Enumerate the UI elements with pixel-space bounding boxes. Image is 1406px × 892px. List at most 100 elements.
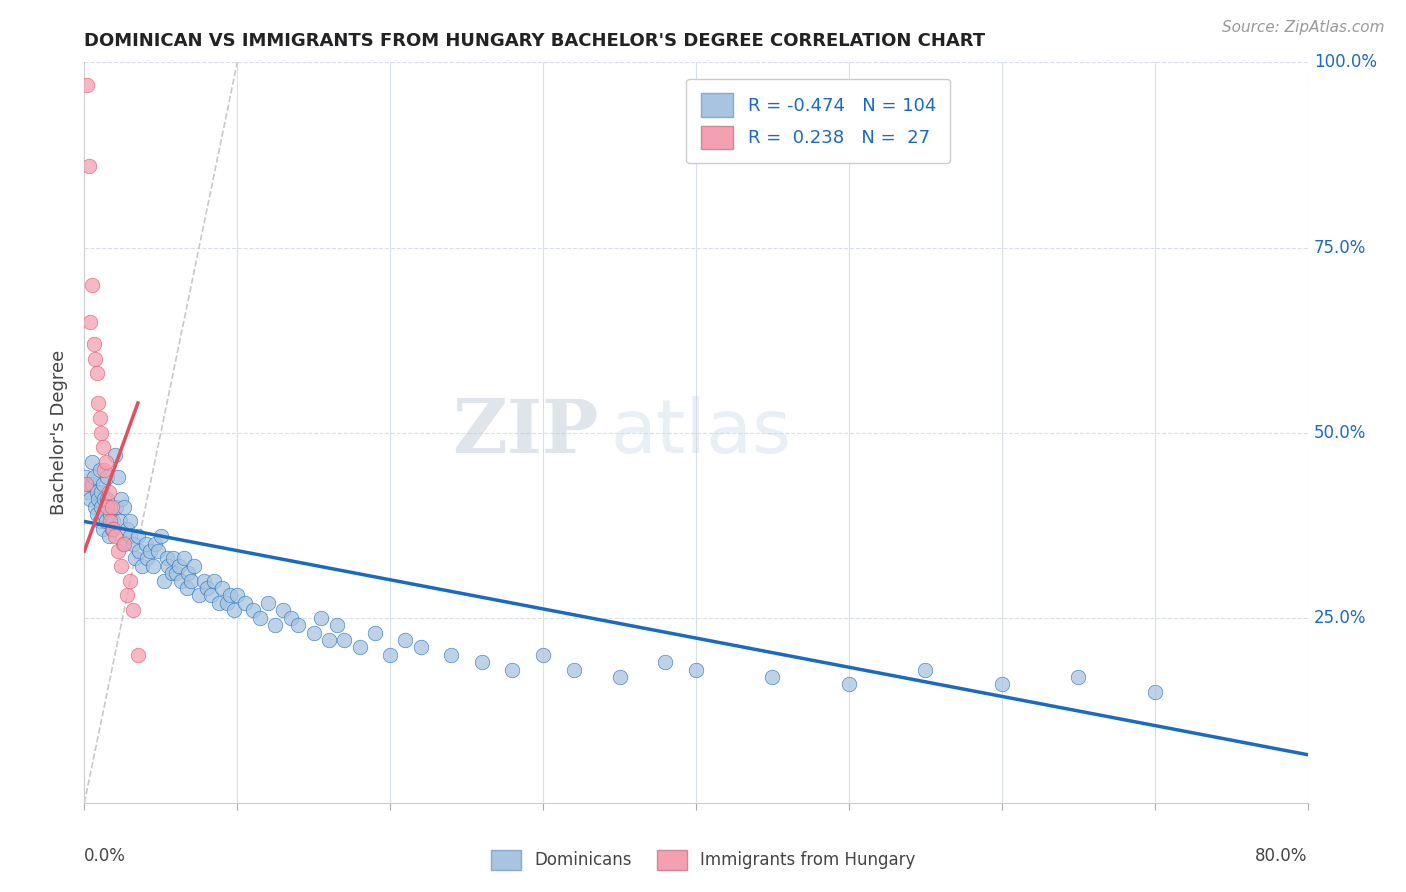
Point [91, 477, 114, 491]
Point [122, 536, 145, 550]
Point [409, 640, 432, 655]
Point [200, 589, 222, 603]
Point [124, 551, 146, 566]
Point [380, 648, 402, 662]
Point [838, 677, 860, 691]
Point [173, 551, 195, 566]
Point [135, 536, 157, 550]
Point [86, 484, 108, 499]
Point [195, 581, 218, 595]
Point [761, 670, 783, 684]
Text: 0.0%: 0.0% [84, 847, 127, 865]
Point [77, 477, 100, 491]
Point [271, 603, 294, 617]
Point [87, 396, 110, 410]
Point [91, 522, 114, 536]
Point [101, 522, 124, 536]
Text: 25.0%: 25.0% [1313, 608, 1367, 627]
Point [80, 277, 103, 292]
Point [83, 336, 105, 351]
Point [991, 677, 1014, 691]
Point [90, 484, 112, 499]
Point [502, 663, 524, 677]
Point [142, 558, 165, 573]
Point [89, 515, 111, 529]
Point [108, 515, 131, 529]
Point [440, 648, 463, 662]
Point [83, 470, 105, 484]
Point [162, 551, 184, 566]
Point [97, 484, 120, 499]
Text: 100.0%: 100.0% [1313, 54, 1376, 71]
Point [311, 610, 333, 624]
Legend: Dominicans, Immigrants from Hungary: Dominicans, Immigrants from Hungary [484, 843, 922, 877]
Point [193, 574, 215, 588]
Point [84, 500, 107, 514]
Point [167, 558, 190, 573]
Point [202, 574, 225, 588]
Point [471, 655, 494, 669]
Point [94, 455, 117, 469]
Point [96, 492, 118, 507]
Point [233, 596, 256, 610]
Point [914, 663, 936, 677]
Point [120, 529, 142, 543]
Point [107, 544, 129, 558]
Point [1067, 670, 1090, 684]
Point [98, 515, 121, 529]
Legend: R = -0.474   N = 104, R =  0.238   N =  27: R = -0.474 N = 104, R = 0.238 N = 27 [686, 78, 950, 163]
Point [93, 507, 115, 521]
Point [170, 574, 193, 588]
Point [120, 574, 142, 588]
Point [90, 425, 112, 440]
Point [98, 507, 121, 521]
Point [112, 500, 135, 514]
Point [242, 603, 264, 617]
Point [654, 655, 676, 669]
Point [80, 455, 103, 469]
Text: atlas: atlas [610, 396, 792, 469]
Point [115, 522, 138, 536]
Point [226, 589, 249, 603]
Point [111, 536, 134, 550]
Point [562, 663, 585, 677]
Point [94, 515, 117, 529]
Point [104, 448, 127, 462]
Point [349, 640, 371, 655]
Text: DOMINICAN VS IMMIGRANTS FROM HUNGARY BACHELOR'S DEGREE CORRELATION CHART: DOMINICAN VS IMMIGRANTS FROM HUNGARY BAC… [84, 32, 986, 50]
Point [77, 159, 100, 173]
Text: ZIP: ZIP [451, 396, 598, 469]
Point [224, 603, 246, 617]
Point [87, 492, 110, 507]
Point [139, 544, 162, 558]
Point [128, 544, 150, 558]
Point [97, 529, 120, 543]
Point [110, 492, 132, 507]
Text: Source: ZipAtlas.com: Source: ZipAtlas.com [1222, 20, 1385, 35]
Point [76, 78, 98, 92]
Point [96, 500, 118, 514]
Point [86, 507, 108, 521]
Point [157, 558, 180, 573]
Point [325, 618, 347, 632]
Point [188, 589, 211, 603]
Point [394, 632, 416, 647]
Point [208, 596, 231, 610]
Point [79, 492, 101, 507]
Point [120, 515, 142, 529]
Point [280, 610, 302, 624]
Point [318, 632, 340, 647]
Point [153, 574, 176, 588]
Point [183, 558, 205, 573]
Point [165, 566, 187, 581]
Point [143, 536, 166, 550]
Point [89, 462, 111, 476]
Point [80, 477, 103, 491]
Text: 80.0%: 80.0% [1256, 847, 1308, 865]
Point [101, 500, 124, 514]
Point [122, 603, 145, 617]
Text: 75.0%: 75.0% [1313, 238, 1367, 257]
Point [84, 351, 107, 366]
Point [103, 522, 125, 536]
Point [76, 484, 98, 499]
